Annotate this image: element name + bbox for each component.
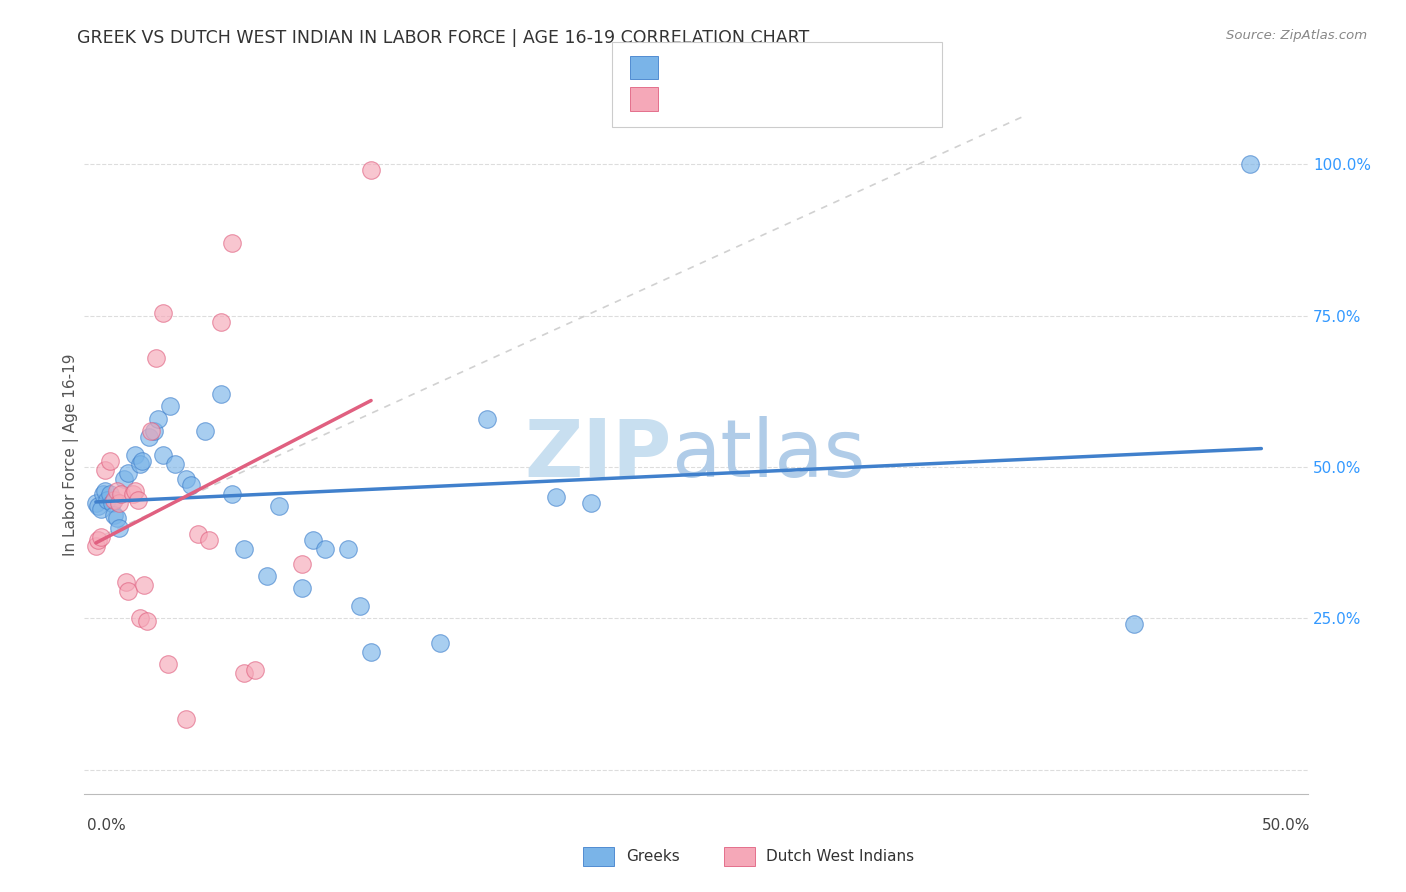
Point (194, 424, 217, 438)
Point (267, 500, 290, 514)
Point (302, 533, 325, 547)
Point (115, 575, 138, 590)
Point (105, 511, 128, 525)
Point (209, 387, 232, 401)
Point (124, 484, 146, 499)
Point (84, 539, 107, 553)
Point (579, 496, 602, 510)
Point (84, 496, 107, 510)
Text: R = 0.401    N = 41: R = 0.401 N = 41 (672, 59, 848, 77)
Point (103, 508, 125, 523)
Text: Dutch West Indians: Dutch West Indians (766, 849, 914, 863)
Point (159, 400, 181, 414)
Point (112, 472, 135, 486)
Point (360, 645, 382, 659)
Point (291, 557, 314, 571)
Point (1239, 157, 1261, 171)
Point (141, 424, 163, 438)
Point (291, 581, 314, 595)
Point (94, 484, 117, 499)
Point (336, 541, 359, 556)
Point (128, 457, 150, 471)
Point (103, 493, 125, 508)
Point (98, 487, 121, 501)
Point (546, 491, 568, 505)
Point (148, 411, 170, 425)
Point (187, 526, 209, 541)
Point (117, 584, 139, 599)
Point (232, 541, 254, 556)
Point (156, 657, 179, 671)
Point (221, 236, 243, 251)
Point (209, 315, 232, 329)
Point (349, 599, 371, 614)
Point (127, 493, 149, 508)
Point (87, 500, 110, 514)
Point (174, 472, 197, 486)
Point (152, 306, 174, 320)
Point (128, 611, 150, 625)
Point (101, 496, 124, 510)
Point (256, 569, 278, 583)
Point (90, 530, 112, 544)
Point (152, 448, 174, 462)
Text: GREEK VS DUTCH WEST INDIAN IN LABOR FORCE | AGE 16-19 CORRELATION CHART: GREEK VS DUTCH WEST INDIAN IN LABOR FORC… (77, 29, 810, 46)
Point (135, 615, 157, 629)
Point (87, 533, 110, 547)
Point (90, 502, 112, 516)
Point (180, 478, 202, 492)
Point (138, 430, 160, 444)
Point (108, 520, 131, 534)
Point (110, 487, 132, 501)
Point (124, 448, 146, 462)
Text: ZIP: ZIP (524, 416, 672, 494)
Point (96, 493, 118, 508)
Text: atlas: atlas (672, 416, 866, 494)
Point (117, 466, 139, 480)
Text: R = 0.412    N = 29: R = 0.412 N = 29 (672, 90, 848, 108)
Point (475, 411, 498, 425)
Point (108, 496, 131, 510)
Point (142, 424, 165, 438)
Text: 0.0%: 0.0% (87, 818, 127, 832)
Point (360, 163, 382, 178)
Y-axis label: In Labor Force | Age 16-19: In Labor Force | Age 16-19 (63, 353, 79, 557)
Point (94, 463, 117, 477)
Point (174, 713, 197, 727)
Text: Greeks: Greeks (626, 849, 679, 863)
Point (1123, 617, 1146, 632)
Point (163, 457, 186, 471)
Point (131, 454, 153, 468)
Point (91, 487, 114, 501)
Point (198, 533, 221, 547)
Point (429, 635, 451, 649)
Point (105, 484, 128, 499)
Point (245, 663, 267, 677)
Text: 50.0%: 50.0% (1263, 818, 1310, 832)
Point (134, 578, 156, 592)
Point (221, 487, 243, 501)
Point (145, 351, 167, 365)
Point (122, 487, 145, 501)
Point (314, 541, 336, 556)
Text: Source: ZipAtlas.com: Source: ZipAtlas.com (1226, 29, 1367, 42)
Point (98, 454, 121, 468)
Point (232, 665, 254, 680)
